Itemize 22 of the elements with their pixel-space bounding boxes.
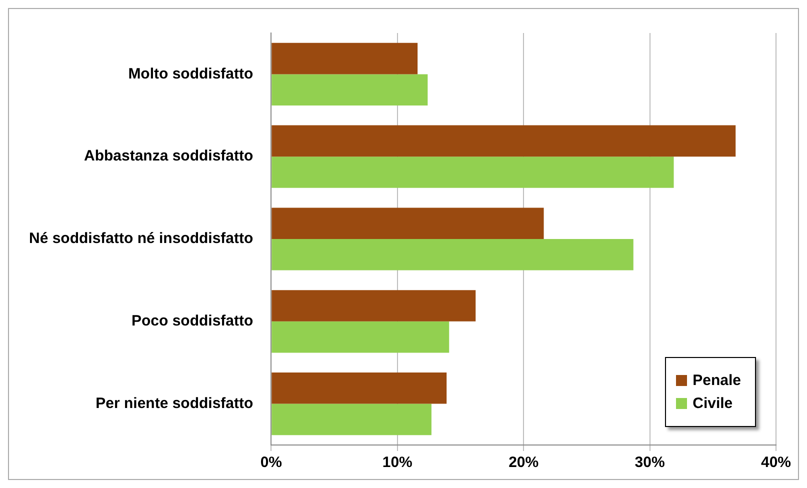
bar xyxy=(272,321,450,353)
bar xyxy=(272,156,674,188)
bar xyxy=(272,42,418,74)
y-tick-label: Per niente soddisfatto xyxy=(96,394,254,412)
x-tick-label: 20% xyxy=(508,454,539,472)
x-tick-label: 40% xyxy=(760,454,792,472)
y-tick-label: Poco soddisfatto xyxy=(132,312,254,330)
bar xyxy=(272,404,432,436)
x-tick-label: 0% xyxy=(260,454,282,472)
x-tick-label: 10% xyxy=(382,454,412,472)
legend-label: Penale xyxy=(692,372,741,389)
y-tick-label: Abbastanza soddisfatto xyxy=(84,148,254,165)
bar xyxy=(272,74,428,106)
bar xyxy=(272,239,634,270)
bar xyxy=(272,125,736,157)
bar xyxy=(272,372,447,404)
x-tick-label: 30% xyxy=(634,454,665,472)
y-tick-label: Molto soddisfatto xyxy=(128,65,254,82)
legend-label: Civile xyxy=(692,395,733,412)
y-tick-label: Né soddisfatto né insoddisfatto xyxy=(28,230,254,248)
bar xyxy=(272,208,544,239)
bar xyxy=(272,290,476,322)
